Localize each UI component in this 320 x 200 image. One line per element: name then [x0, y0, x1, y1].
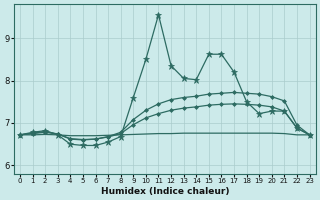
X-axis label: Humidex (Indice chaleur): Humidex (Indice chaleur) [100, 187, 229, 196]
